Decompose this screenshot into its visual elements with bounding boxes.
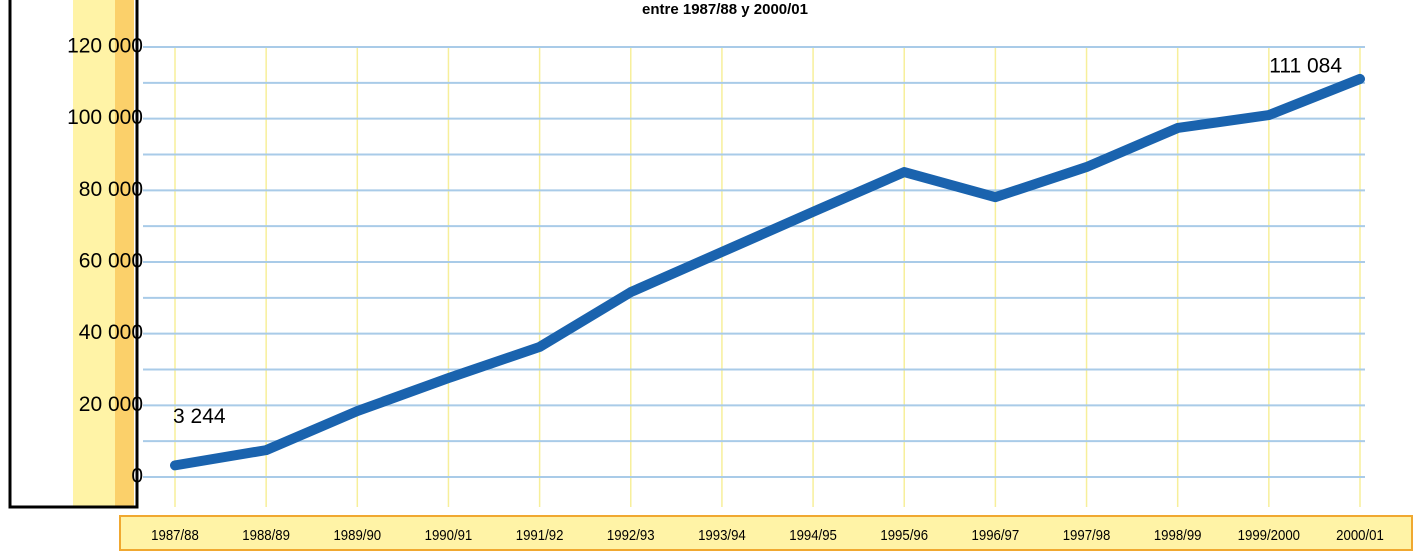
x-tick-label: 1996/97 [972, 526, 1020, 543]
x-tick-label: 1991/92 [516, 526, 564, 543]
y-tick-label: 120 000 [67, 35, 143, 58]
x-tick-label: 1998/99 [1154, 526, 1202, 543]
x-tick-label: 1987/88 [151, 526, 199, 543]
y-tick-label: 100 000 [67, 106, 143, 129]
y-tick-label: 20 000 [79, 393, 143, 416]
x-tick-label: 1992/93 [607, 526, 655, 543]
axis-band [73, 0, 115, 507]
x-tick-label: 1988/89 [242, 526, 290, 543]
x-tick-label: 1989/90 [333, 526, 381, 543]
x-tick-label: 1999/2000 [1238, 526, 1300, 543]
x-tick-label: 2000/01 [1336, 526, 1384, 543]
axis-box [8, 0, 139, 509]
value-label: 111 084 [1269, 54, 1342, 77]
y-tick-label: 0 [131, 465, 143, 488]
x-tick-label: 1994/95 [789, 526, 837, 543]
axis-band [115, 0, 134, 507]
x-tick-label: 1995/96 [880, 526, 928, 543]
x-tick-label: 1990/91 [425, 526, 473, 543]
y-tick-label: 60 000 [79, 250, 143, 273]
x-tick-label: 1997/98 [1063, 526, 1111, 543]
x-axis-box [119, 515, 1413, 551]
y-tick-label: 80 000 [79, 178, 143, 201]
y-tick-label: 40 000 [79, 321, 143, 344]
value-label: 3 244 [173, 405, 226, 428]
chart-title: entre 1987/88 y 2000/01 [642, 1, 808, 18]
line [170, 73, 1365, 471]
x-tick-label: 1993/94 [698, 526, 746, 543]
